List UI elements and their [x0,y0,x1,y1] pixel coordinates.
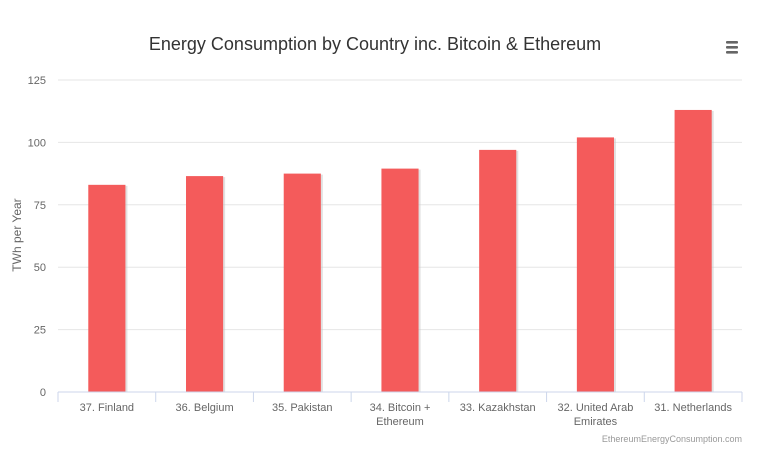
x-tick-label-line: Emirates [574,416,618,428]
y-tick-label: 25 [34,325,46,337]
x-tick-label-line: 33. Kazakhstan [460,402,536,414]
chart-menu-button[interactable] [725,39,740,54]
x-axis-ticks: 37. Finland 36. Belgium 35. Pakistan 34. Bi… [57,392,743,428]
bars [88,109,714,393]
menu-bar-bottom [726,51,738,54]
bar[interactable] [381,168,419,392]
bar[interactable] [576,137,614,392]
y-tick-label: 75 [34,200,46,212]
menu-bar-top [726,41,738,44]
y-tick-label: 100 [28,137,46,149]
y-tick-label: 0 [40,387,46,399]
bar[interactable] [479,149,517,392]
x-tick-label-line: 36. Belgium [176,402,234,414]
x-tick-label: 37. Finland [80,402,134,414]
bar[interactable] [283,173,321,392]
x-tick-label: 33. Kazakhstan [460,402,536,414]
x-tick-label: 31. Netherlands [654,402,732,414]
y-axis-label: TWh per Year [10,198,24,271]
x-tick-label-line: 31. Netherlands [654,402,732,414]
x-tick-label: 32. United Arab Emirates [558,402,634,428]
x-tick-label-line: Ethereum [376,416,424,428]
y-tick-label: 50 [34,262,46,274]
bar[interactable] [674,109,712,393]
x-tick-label-line: 35. Pakistan [272,402,333,414]
y-tick-label: 125 [28,75,46,87]
x-tick-label: 34. Bitcoin + Ethereum [370,402,431,428]
x-tick-label: 36. Belgium [176,402,234,414]
x-tick-label-line: 34. Bitcoin + [370,402,431,414]
x-tick-label: 35. Pakistan [272,402,333,414]
chart-credits: EthereumEnergyConsumption.com [602,434,742,444]
y-axis-ticks: 0 25 50 75 100 125 [28,75,46,399]
bar[interactable] [186,176,224,392]
x-tick-label-line: 32. United Arab [558,402,634,414]
x-tick-label-line: 37. Finland [80,402,134,414]
bar[interactable] [88,184,126,392]
menu-bar-middle [726,46,738,49]
chart-title: Energy Consumption by Country inc. Bitco… [149,34,601,54]
